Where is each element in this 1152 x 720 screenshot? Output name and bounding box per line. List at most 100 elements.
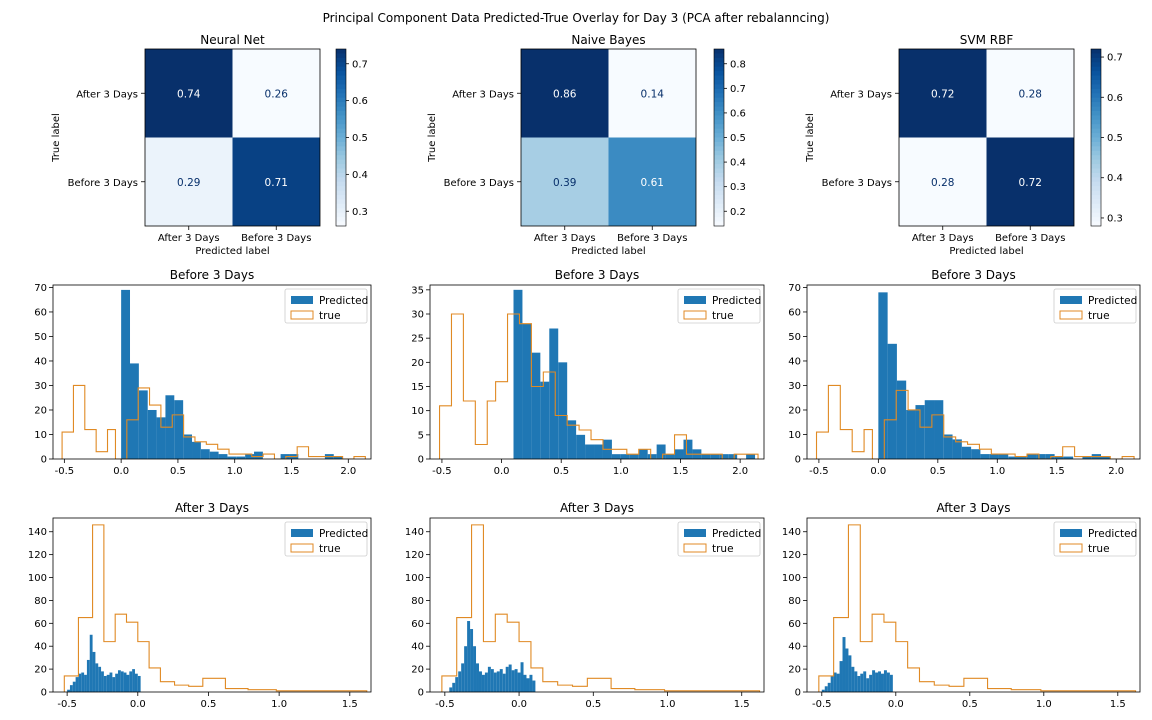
y-tick-label: 20 <box>411 665 424 676</box>
predicted-bar <box>989 454 999 459</box>
colorbar-segment <box>336 168 346 174</box>
axes-frame <box>52 284 372 460</box>
x-tick-label: -0.5 <box>432 466 452 477</box>
legend-predicted-swatch <box>684 529 706 537</box>
colorbar-segment <box>1091 79 1101 85</box>
legend-true-swatch <box>290 310 314 320</box>
y-tick-label: 70 <box>34 283 47 294</box>
y-tick-label: Before 3 Days <box>444 178 514 189</box>
colorbar-segment <box>714 146 724 152</box>
predicted-bar <box>520 662 524 692</box>
colorbar-segment <box>714 181 724 187</box>
colorbar-segment <box>1091 155 1101 161</box>
matrix-cell <box>145 137 233 226</box>
figure-title: Principal Component Data Predicted-True … <box>322 11 830 25</box>
predicted-bar <box>860 673 864 692</box>
colorbar-segment <box>714 84 724 90</box>
predicted-bar <box>1008 456 1018 459</box>
predicted-bar <box>464 646 468 692</box>
colorbar-tick-label: 0.3 <box>730 182 746 193</box>
colorbar-segment <box>714 88 724 94</box>
predicted-bar <box>147 409 157 459</box>
colorbar-segment <box>714 217 724 223</box>
colorbar-segment <box>714 177 724 183</box>
true-step-line <box>441 524 761 692</box>
predicted-bar <box>1045 454 1055 459</box>
colorbar-segment <box>714 110 724 116</box>
predicted-bar <box>549 328 559 459</box>
colorbar-tick-label: 0.6 <box>352 96 368 107</box>
predicted-bar <box>532 680 536 692</box>
predicted-bar <box>896 380 907 459</box>
y-tick-label: 10 <box>34 430 47 441</box>
predicted-bar <box>629 454 639 459</box>
colorbar-segment <box>1091 208 1101 214</box>
confusion-matrix-2: 0.86 0.14 0.39 0.61 Naive Bayes After 3 Days B… <box>427 33 746 257</box>
predicted-bar <box>647 454 657 459</box>
predicted-bar <box>1100 456 1111 459</box>
predicted-bar <box>848 655 852 692</box>
y-axis-label: True label <box>427 113 438 163</box>
matrix-frame <box>898 48 1075 227</box>
y-tick-label: 140 <box>28 527 47 538</box>
predicted-bar <box>505 666 509 692</box>
x-axis-label: Predicted label <box>949 246 1023 257</box>
colorbar-tick-label: 0.3 <box>1107 213 1123 224</box>
predicted-bar <box>174 400 184 459</box>
matrix-cell-value: 0.71 <box>265 177 288 189</box>
colorbar-segment <box>336 212 346 218</box>
predicted-bar <box>842 637 846 692</box>
y-tick-label: 80 <box>34 596 47 607</box>
x-tick-label: 0.5 <box>930 466 946 477</box>
predicted-bar <box>889 674 893 692</box>
matrix-cell <box>986 49 1074 138</box>
predicted-bar <box>130 363 139 459</box>
x-tick-label: Before 3 Days <box>617 233 687 244</box>
predicted-bar <box>998 454 1009 459</box>
predicted-bar <box>851 666 855 692</box>
matrix-frame <box>144 48 321 227</box>
colorbar-segment <box>336 57 346 63</box>
predicted-bar <box>830 675 834 692</box>
confusion-matrix-1: 0.74 0.26 0.29 0.71 Neural Net After 3 Days Be… <box>51 33 368 257</box>
predicted-bar <box>594 444 603 459</box>
colorbar-segment <box>1091 164 1101 170</box>
legend-predicted-label: Predicted <box>319 295 368 307</box>
colorbar-tick-label: 0.3 <box>352 207 368 218</box>
matrix-cell <box>608 137 696 226</box>
predicted-bar <box>522 323 532 459</box>
predicted-bar <box>67 689 70 692</box>
legend-true-swatch <box>290 543 314 553</box>
predicted-bar <box>514 669 518 692</box>
predicted-bar <box>924 400 935 459</box>
plot-area <box>63 524 368 692</box>
colorbar-segment <box>714 71 724 77</box>
y-tick-label: 40 <box>788 356 801 367</box>
matrix-cell <box>986 137 1074 226</box>
matrix-cell-value: 0.74 <box>177 88 201 100</box>
x-tick-label: 1.0 <box>271 699 287 710</box>
histogram-6: After 3 Days -0.5 0.0 0.5 1.0 1.5 0 20 40 60 80 100… <box>782 501 1141 710</box>
x-tick-label: 0.0 <box>888 699 904 710</box>
y-tick-label: 60 <box>34 307 47 318</box>
x-tick-label: 0.5 <box>585 699 601 710</box>
predicted-bar <box>863 671 867 692</box>
predicted-bar <box>526 678 530 692</box>
predicted-bar <box>540 381 550 459</box>
matrix-cell <box>521 137 609 226</box>
predicted-bar <box>585 444 595 459</box>
colorbar-segment <box>1091 57 1101 63</box>
legend-true-label: true <box>1088 310 1110 322</box>
y-tick-label: 0 <box>795 688 801 699</box>
predicted-bar <box>883 670 887 692</box>
predicted-bar <box>183 434 193 459</box>
x-tick-label: After 3 Days <box>912 233 974 244</box>
confusion-matrix-3: 0.72 0.28 0.28 0.72 SVM RBF After 3 Days Befor… <box>805 33 1123 257</box>
predicted-bar <box>129 671 133 692</box>
colorbar-tick-label: 0.5 <box>730 133 746 144</box>
colorbar-segment <box>1091 172 1101 178</box>
predicted-bar <box>531 352 541 459</box>
plot-area <box>61 289 366 459</box>
matrix-frame <box>520 48 697 227</box>
y-tick-label: After 3 Days <box>76 89 138 100</box>
